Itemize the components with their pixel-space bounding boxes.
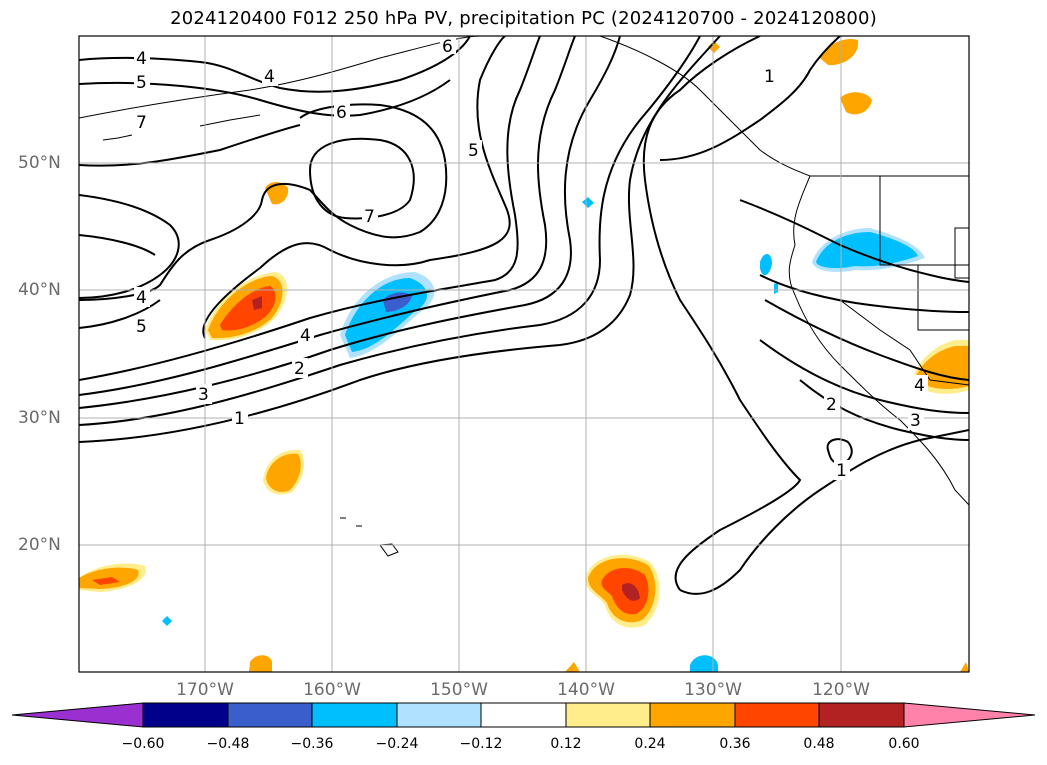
pv-contours [79,36,969,595]
colorbar [11,702,1036,728]
colorbar-tick: −0.60 [121,736,165,752]
contour-label: 4 [914,376,925,396]
colorbar-tick: −0.36 [290,736,334,752]
contour-label: 2 [826,395,837,415]
colorbar-tick: 0.60 [888,736,920,752]
contour-label: 1 [836,461,847,481]
lon-label-170w: 170°W [176,680,234,700]
contour-label: 7 [364,207,375,227]
colorbar-tick: 0.12 [550,736,582,752]
contour-label: 4 [264,67,275,87]
grid [79,36,969,672]
colorbar-tick: 0.48 [803,736,835,752]
contour-label: 7 [136,113,147,133]
contour-label: 4 [136,49,147,69]
contour-label: 5 [468,141,479,161]
lon-label-150w: 150°W [430,680,488,700]
contour-label: 1 [764,67,775,87]
coastlines [79,36,969,557]
lon-label-160w: 160°W [303,680,361,700]
precip-shading [79,38,969,672]
lat-label-50n: 50°N [18,153,61,173]
contour-label: 5 [136,317,147,337]
contour-label: 2 [294,359,305,379]
contour-label: 6 [442,37,453,57]
colorbar-tick: 0.36 [719,736,751,752]
lon-label-120w: 120°W [812,680,870,700]
contour-label: 6 [336,103,347,123]
plot-frame [78,35,970,673]
lon-label-140w: 140°W [557,680,615,700]
lat-label-30n: 30°N [18,408,61,428]
lat-label-20n: 20°N [18,535,61,555]
colorbar-tick: −0.12 [459,736,503,752]
contour-label: 4 [300,326,311,346]
contour-label: 1 [234,409,245,429]
lon-label-130w: 130°W [684,680,742,700]
contour-label: 3 [910,411,921,431]
colorbar-extend-left [11,702,144,728]
contour-label: 4 [136,288,147,308]
colorbar-tick: −0.48 [206,736,250,752]
colorbar-tick: −0.24 [375,736,419,752]
map-title: 2024120400 F012 250 hPa PV, precipitatio… [170,8,877,29]
contour-label: 3 [198,385,209,405]
colorbar-extend-right [903,702,1036,728]
colorbar-tick: 0.24 [634,736,666,752]
lat-label-40n: 40°N [18,280,61,300]
contour-label: 5 [136,73,147,93]
